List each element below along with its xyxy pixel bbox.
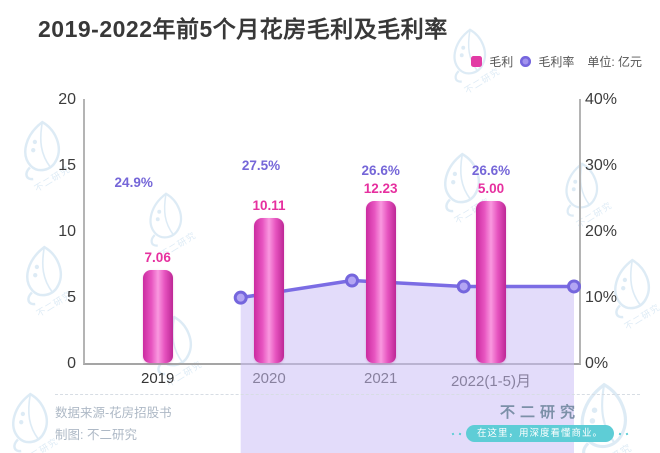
rate-value-label: 27.5% xyxy=(241,157,281,173)
rate-value-label: 26.6% xyxy=(471,163,511,179)
legend-line-label: 毛利率 xyxy=(538,55,575,69)
y-axis-tick-left: 20 xyxy=(58,91,76,108)
bar-2022(1-5)月 xyxy=(476,201,506,363)
bar-value-label: 12.23 xyxy=(363,181,398,197)
watermark-logo: 不二研究 xyxy=(2,390,60,453)
brand-name: 不二研究 xyxy=(499,404,580,421)
axis-unit-label: 单位: 亿元 xyxy=(587,55,642,69)
brand-block: 不二研究 在这里，用深度看懂商业。 xyxy=(451,401,629,442)
y-axis-tick-left: 5 xyxy=(67,289,76,306)
data-source-note: 数据来源-花房招股书 xyxy=(55,406,172,420)
legend-bar-swatch-icon xyxy=(471,56,483,67)
chart-title: 2019-2022年前5个月花房毛利及毛利率 xyxy=(38,16,448,42)
legend-line-swatch-icon xyxy=(520,56,532,67)
line-marker xyxy=(345,273,359,288)
y-axis-tick-left: 10 xyxy=(58,223,76,240)
footer-divider xyxy=(55,394,640,395)
y-axis-tick-right: 30% xyxy=(585,157,618,174)
rate-value-label: 26.6% xyxy=(361,163,400,179)
rate-value-label: 24.9% xyxy=(114,174,153,190)
bar-2021 xyxy=(365,201,396,363)
legend-bar-label: 毛利 xyxy=(489,55,514,69)
x-axis-label: 2019 xyxy=(141,370,175,387)
bar-2020 xyxy=(254,218,284,363)
y-axis-tick-right: 0% xyxy=(585,355,609,372)
dash-decoration-icon xyxy=(618,432,622,435)
chart-legend: 毛利 毛利率 单位: 亿元 xyxy=(471,53,642,70)
y-axis-tick-left: 15 xyxy=(58,157,76,174)
bar-2019 xyxy=(142,269,173,363)
dash-decoration-icon xyxy=(458,432,462,435)
brand-slogan-badge: 在这里，用深度看懂商业。 xyxy=(466,425,615,442)
line-marker xyxy=(456,279,471,294)
bar-value-label: 10.11 xyxy=(252,198,286,214)
bar-value-label: 5.00 xyxy=(477,181,505,197)
line-marker xyxy=(567,279,581,294)
dash-decoration-icon xyxy=(451,432,455,435)
dash-decoration-icon xyxy=(625,432,629,435)
line-marker xyxy=(233,290,248,305)
y-axis-tick-left: 0 xyxy=(67,355,76,372)
y-axis-tick-right: 40% xyxy=(585,91,618,108)
brand-slogan-row: 在这里，用深度看懂商业。 xyxy=(451,425,629,442)
bar-value-label: 7.06 xyxy=(144,249,171,265)
y-axis-tick-right: 10% xyxy=(585,289,618,306)
chart-credit-note: 制图: 不二研究 xyxy=(55,428,137,442)
y-axis-tick-right: 20% xyxy=(585,223,618,240)
rate-line xyxy=(238,278,576,300)
